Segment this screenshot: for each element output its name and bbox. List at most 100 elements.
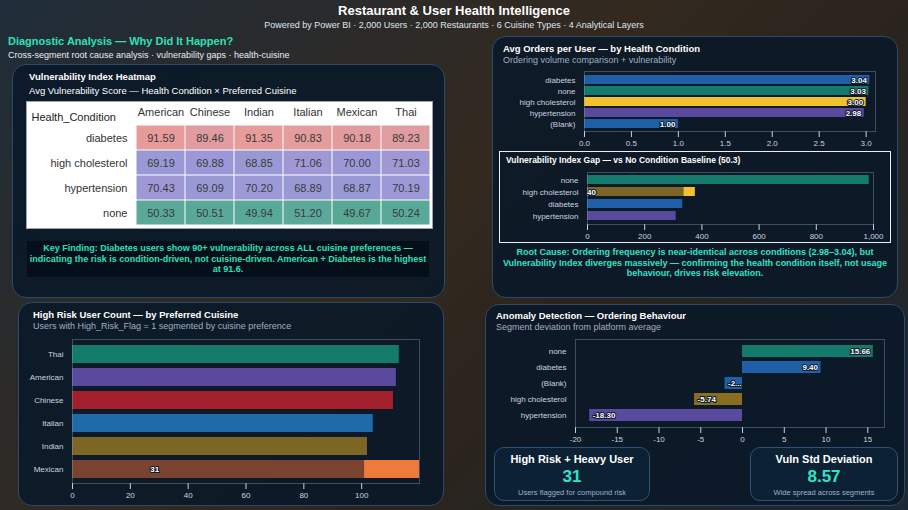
- svg-text:40: 40: [184, 491, 193, 499]
- svg-text:American: American: [30, 373, 64, 382]
- html-text:Root Cause: Ordering frequency: Root Cause: Ordering frequency is near-i…: [502, 247, 888, 278]
- svg-text:5: 5: [782, 435, 787, 443]
- svg-text:hypertension: hypertension: [533, 212, 579, 221]
- svg-text:Italian: Italian: [42, 419, 63, 428]
- svg-text:90.83: 90.83: [294, 132, 322, 144]
- svg-text:American: American: [138, 106, 184, 118]
- svg-text:50.33: 50.33: [147, 207, 175, 219]
- svg-text:diabetes: diabetes: [548, 200, 578, 209]
- svg-text:none: none: [561, 176, 579, 185]
- svg-text:800: 800: [810, 232, 824, 240]
- svg-text:40: 40: [587, 188, 596, 197]
- svg-text:600: 600: [752, 232, 766, 240]
- svg-text:Thai: Thai: [395, 106, 416, 118]
- svg-text:49.67: 49.67: [343, 207, 371, 219]
- svg-text:hypertension: hypertension: [521, 411, 567, 420]
- svg-text:15: 15: [863, 435, 872, 443]
- svg-text:diabetes: diabetes: [545, 76, 575, 85]
- svg-text:89.46: 89.46: [196, 132, 224, 144]
- svg-text:1.5: 1.5: [720, 139, 732, 147]
- svg-text:Thai: Thai: [48, 350, 64, 359]
- svg-text:diabetes: diabetes: [536, 363, 566, 372]
- svg-text:68.87: 68.87: [343, 182, 371, 194]
- svg-text:1,000: 1,000: [863, 232, 884, 240]
- svg-text:diabetes: diabetes: [86, 132, 128, 144]
- svg-text:3.04: 3.04: [851, 76, 867, 85]
- svg-text:Mexican: Mexican: [337, 106, 378, 118]
- svg-text:-18.30: -18.30: [593, 411, 616, 420]
- svg-text:1.0: 1.0: [673, 139, 685, 147]
- svg-text:none: none: [549, 347, 567, 356]
- svg-text:15.66: 15.66: [850, 347, 871, 356]
- svg-text:70.00: 70.00: [343, 157, 371, 169]
- svg-text:0.5: 0.5: [626, 139, 638, 147]
- svg-text:-2...: -2...: [728, 379, 742, 388]
- svg-text:31: 31: [150, 465, 159, 474]
- svg-text:91.59: 91.59: [147, 132, 175, 144]
- svg-text:200: 200: [638, 232, 652, 240]
- svg-text:9.40: 9.40: [802, 363, 818, 372]
- svg-text:71.06: 71.06: [294, 157, 322, 169]
- svg-text:69.09: 69.09: [196, 182, 224, 194]
- svg-text:3.0: 3.0: [861, 139, 873, 147]
- svg-text:3.00: 3.00: [848, 98, 864, 107]
- svg-text:Indian: Indian: [244, 106, 274, 118]
- svg-text:69.88: 69.88: [196, 157, 224, 169]
- svg-text:(Blank): (Blank): [550, 120, 576, 129]
- svg-text:high cholesterol: high cholesterol: [50, 157, 127, 169]
- html-text:8.57: 8.57: [807, 467, 841, 486]
- svg-text:50.24: 50.24: [392, 207, 420, 219]
- svg-text:0: 0: [70, 491, 75, 499]
- svg-text:-5.74: -5.74: [698, 395, 717, 404]
- svg-text:10: 10: [822, 435, 831, 443]
- html-text:Diagnostic Analysis — Why Did: Diagnostic Analysis — Why Did It Happen?: [8, 35, 234, 47]
- svg-text:3.03: 3.03: [850, 87, 866, 96]
- svg-text:0.0: 0.0: [579, 139, 591, 147]
- svg-text:high cholesterol: high cholesterol: [510, 395, 566, 404]
- svg-text:none: none: [558, 87, 576, 96]
- svg-text:0: 0: [585, 232, 590, 240]
- svg-text:70.43: 70.43: [147, 182, 175, 194]
- svg-text:100: 100: [355, 491, 369, 499]
- svg-text:91.35: 91.35: [245, 132, 273, 144]
- svg-text:-5: -5: [697, 435, 705, 443]
- svg-text:Indian: Indian: [42, 442, 64, 451]
- svg-text:(Blank): (Blank): [541, 379, 567, 388]
- svg-text:Mexican: Mexican: [34, 465, 64, 474]
- svg-text:2.5: 2.5: [814, 139, 826, 147]
- svg-text:90.18: 90.18: [343, 132, 371, 144]
- svg-text:68.89: 68.89: [294, 182, 322, 194]
- svg-text:49.94: 49.94: [245, 207, 273, 219]
- svg-text:Health_Condition: Health_Condition: [32, 111, 116, 123]
- svg-text:1.00: 1.00: [660, 120, 676, 129]
- svg-text:50.51: 50.51: [196, 207, 224, 219]
- svg-text:20: 20: [126, 491, 135, 499]
- svg-text:51.20: 51.20: [294, 207, 322, 219]
- html-text:Restaurant & User Health Intel: Restaurant & User Health Intelligence: [338, 3, 570, 18]
- svg-text:68.85: 68.85: [245, 157, 273, 169]
- svg-text:2.98: 2.98: [846, 109, 862, 118]
- svg-text:high cholesterol: high cholesterol: [522, 188, 578, 197]
- svg-text:Chinese: Chinese: [190, 106, 230, 118]
- svg-text:high cholesterol: high cholesterol: [519, 98, 575, 107]
- svg-text:69.19: 69.19: [147, 157, 175, 169]
- svg-text:70.20: 70.20: [245, 182, 273, 194]
- html-text:31: 31: [562, 467, 582, 486]
- svg-text:60: 60: [242, 491, 251, 499]
- svg-text:hypertension: hypertension: [65, 182, 128, 194]
- svg-text:70.19: 70.19: [392, 182, 420, 194]
- svg-text:hypertension: hypertension: [530, 109, 576, 118]
- svg-text:0: 0: [740, 435, 745, 443]
- html-text:Key Finding: Diabetes users sh: Key Finding: Diabetes users show 90+ vul…: [29, 243, 427, 274]
- svg-text:-10: -10: [653, 435, 665, 443]
- svg-text:-15: -15: [611, 435, 623, 443]
- svg-text:71.03: 71.03: [392, 157, 420, 169]
- svg-text:Italian: Italian: [293, 106, 322, 118]
- svg-text:400: 400: [695, 232, 709, 240]
- svg-text:89.23: 89.23: [392, 132, 420, 144]
- svg-text:80: 80: [299, 491, 308, 499]
- svg-text:Chinese: Chinese: [34, 396, 64, 405]
- svg-text:none: none: [103, 207, 127, 219]
- svg-text:-20: -20: [570, 435, 582, 443]
- svg-text:2.0: 2.0: [767, 139, 779, 147]
